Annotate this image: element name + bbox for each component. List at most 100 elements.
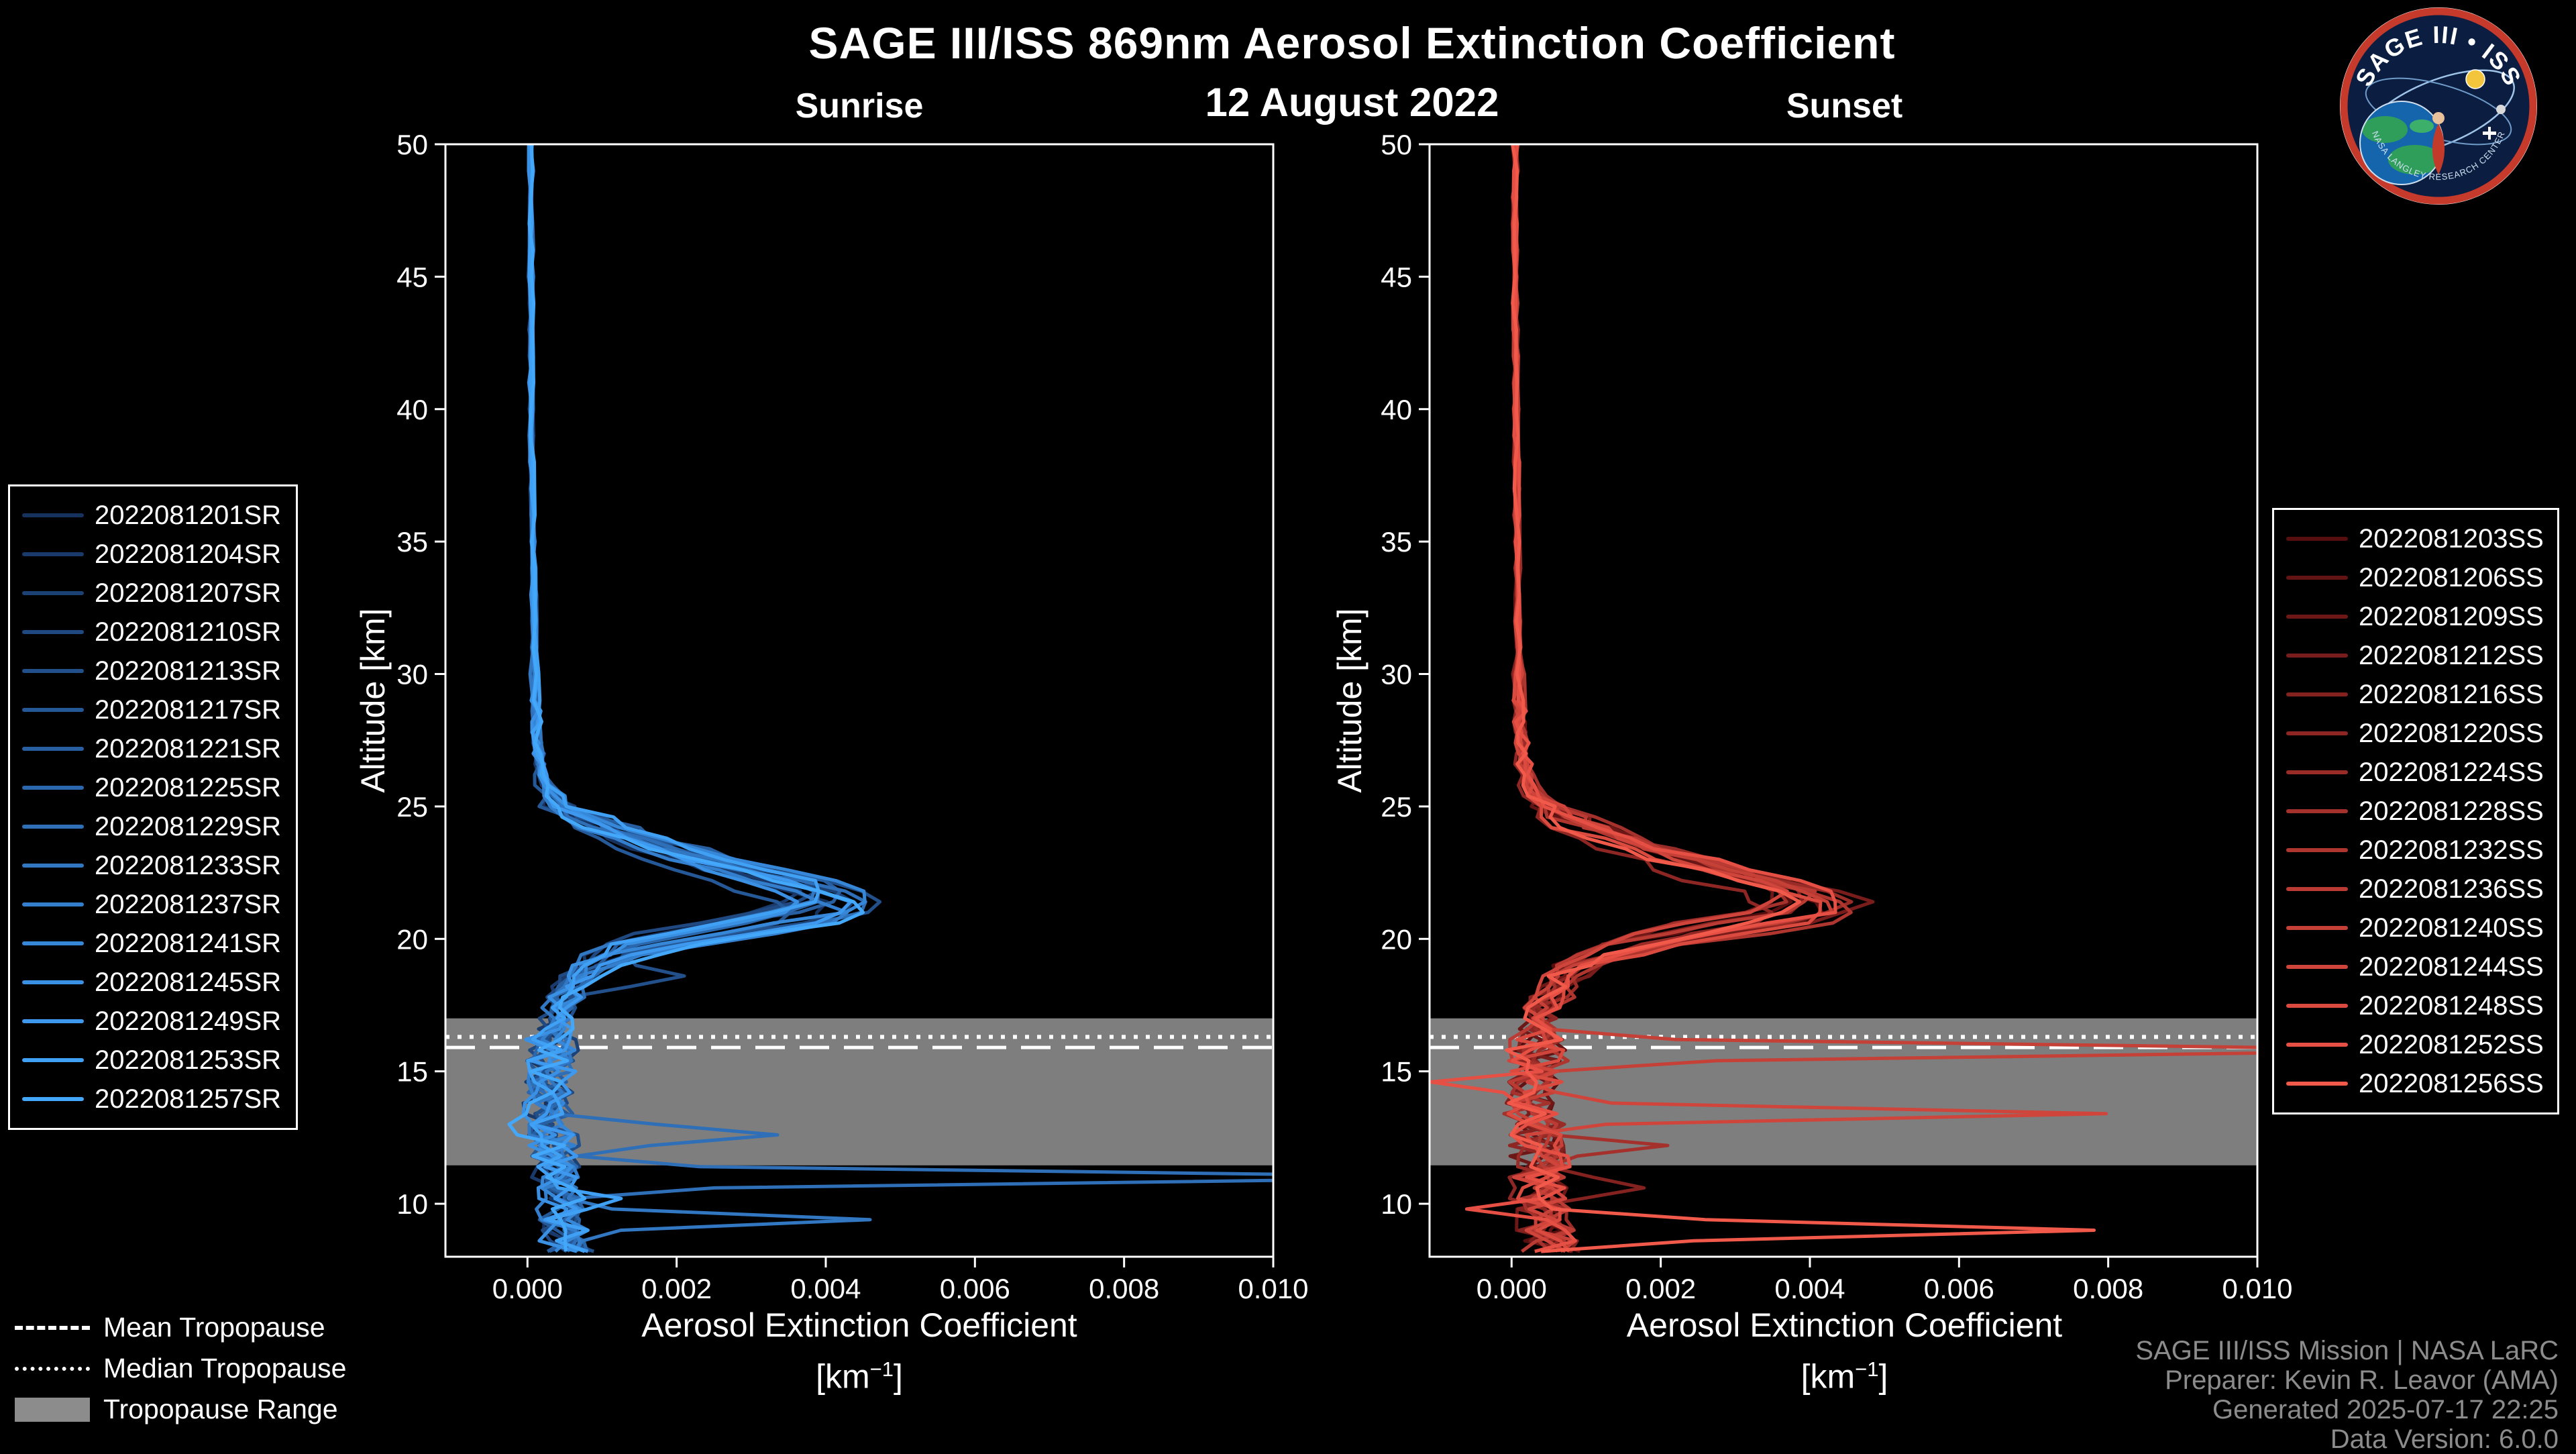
legend-event-label: 2022081203SS (2359, 523, 2544, 554)
legend-event-label: 2022081244SS (2359, 951, 2544, 982)
legend-line-swatch (2286, 537, 2348, 541)
legend-item: 2022081201SR (17, 496, 289, 535)
legend-event-label: 2022081206SS (2359, 562, 2544, 592)
legend-event-label: 2022081210SR (95, 617, 282, 647)
gray-band-swatch (15, 1397, 90, 1422)
logo-sun-icon (2465, 69, 2485, 89)
sage-iii-iss-logo: SAGE III • ISS NASA LANGLEY RESEARCH CEN… (2340, 7, 2537, 205)
legend-item: 2022081237SR (17, 885, 289, 924)
legend-item: 2022081256SS (2281, 1064, 2551, 1103)
median-tropopause-legend-item: Median Tropopause (15, 1348, 346, 1389)
tropopause-range-legend-item: Tropopause Range (15, 1389, 346, 1430)
legend-event-label: 2022081225SR (95, 772, 282, 802)
axes-frame (444, 143, 1275, 1258)
legend-line-swatch (22, 902, 84, 906)
logo-sun-figure (2432, 112, 2445, 174)
legend-event-label: 2022081201SR (95, 500, 282, 530)
legend-line-swatch (22, 1019, 84, 1023)
sunset-event-legend: 2022081203SS 2022081206SS 2022081209SS 2022… (2272, 508, 2559, 1114)
legend-item: 2022081217SR (17, 690, 289, 729)
legend-item: 2022081248SS (2281, 986, 2551, 1025)
legend-event-label: 2022081245SR (95, 967, 282, 997)
legend-line-swatch (22, 669, 84, 673)
legend-event-label: 2022081241SR (95, 928, 282, 958)
median-tropopause-label: Median Tropopause (103, 1353, 347, 1384)
tropopause-legend: Mean Tropopause Median Tropopause Tropop… (15, 1307, 346, 1430)
y-tick-label: 40 (1381, 394, 1412, 425)
legend-line-swatch (2286, 809, 2348, 813)
x-tick-label: 0.006 (1924, 1273, 1994, 1304)
legend-event-label: 2022081249SR (95, 1006, 282, 1036)
y-tick-label: 30 (1381, 659, 1412, 690)
credit-mission: SAGE III/ISS Mission | NASA LaRC (2135, 1336, 2559, 1365)
sunrise-chart: 0.000 0.002 0.004 0.006 0.008 0.010 50 45 40 35 30… (396, 129, 1308, 1304)
legend-line-swatch (2286, 576, 2348, 580)
x-tick-label: 0.004 (1774, 1273, 1845, 1304)
legend-event-label: 2022081209SS (2359, 601, 2544, 631)
legend-item: 2022081233SR (17, 846, 289, 885)
legend-item: 2022081203SS (2281, 519, 2551, 558)
legend-line-swatch (22, 825, 84, 829)
legend-item: 2022081228SS (2281, 792, 2551, 831)
x-tick-label: 0.002 (641, 1273, 712, 1304)
logo-moon-icon (2496, 105, 2506, 114)
legend-line-swatch (22, 747, 84, 751)
legend-event-label: 2022081236SS (2359, 874, 2544, 904)
credit-data-version: Data Version: 6.0.0 (2330, 1424, 2559, 1454)
legend-line-swatch (2286, 848, 2348, 852)
sunrise-event-legend: 2022081201SR 2022081204SR 2022081207SR 2022… (8, 484, 298, 1130)
legend-event-label: 2022081229SR (95, 811, 282, 841)
y-tick-label: 45 (396, 261, 428, 293)
legend-line-swatch (2286, 615, 2348, 619)
y-tick-label: 10 (1381, 1188, 1412, 1220)
x-axis-label-sunrise: Aerosol Extinction Coefficient [km−1] (445, 1303, 1273, 1399)
legend-item: 2022081240SS (2281, 908, 2551, 947)
figure-title: SAGE III/ISS 869nm Aerosol Extinction Co… (808, 18, 1896, 68)
legend-item: 2022081241SR (17, 924, 289, 963)
logo-iss-icon (2483, 127, 2496, 140)
profile-2022081252SS (1430, 144, 1837, 1253)
x-tick-label: 0.002 (1625, 1273, 1696, 1304)
legend-item: 2022081204SR (17, 535, 289, 574)
credit-generated: Generated 2025-07-17 22:25 (2212, 1395, 2559, 1424)
y-tick-label: 10 (396, 1188, 428, 1220)
legend-event-label: 2022081252SS (2359, 1029, 2544, 1059)
x-tick-label: 0.010 (2222, 1273, 2292, 1304)
legend-line-swatch (2286, 770, 2348, 774)
legend-line-swatch (22, 864, 84, 868)
x-axis-units: [km−1] (816, 1357, 903, 1396)
sunrise-panel-title: Sunrise (795, 87, 924, 125)
legend-event-label: 2022081207SR (95, 578, 282, 608)
x-tick-label: 0.010 (1238, 1273, 1308, 1304)
profile-2022081257SR (507, 144, 865, 1252)
y-tick-label: 15 (1381, 1056, 1412, 1088)
legend-line-swatch (22, 786, 84, 790)
legend-event-label: 2022081224SS (2359, 757, 2544, 787)
x-axis-label-sunset: Aerosol Extinction Coefficient [km−1] (1430, 1303, 2259, 1399)
legend-item: 2022081245SR (17, 963, 289, 1002)
sunset-chart: 0.000 0.002 0.004 0.006 0.008 0.010 50 45 40 35 30… (1381, 129, 2292, 1304)
legend-item: 2022081257SR (17, 1080, 289, 1119)
profile-2022081253SR (526, 144, 820, 1253)
legend-item: 2022081213SR (17, 652, 289, 690)
legend-line-swatch (2286, 692, 2348, 696)
legend-item: 2022081232SS (2281, 831, 2551, 870)
x-axis-label-text: Aerosol Extinction Coefficient (1626, 1306, 2063, 1344)
legend-line-swatch (2286, 1082, 2348, 1086)
figure-date: 12 August 2022 (1205, 80, 1499, 125)
legend-event-label: 2022081216SS (2359, 679, 2544, 709)
legend-event-label: 2022081257SR (95, 1084, 282, 1114)
x-tick-label: 0.000 (1477, 1273, 1547, 1304)
legend-event-label: 2022081212SS (2359, 640, 2544, 670)
legend-item: 2022081212SS (2281, 636, 2551, 675)
y-tick-label: 20 (396, 923, 428, 955)
legend-line-swatch (22, 591, 84, 595)
legend-line-swatch (22, 941, 84, 945)
legend-event-label: 2022081228SS (2359, 796, 2544, 826)
legend-line-swatch (22, 1058, 84, 1062)
legend-item: 2022081220SS (2281, 714, 2551, 753)
legend-line-swatch (22, 513, 84, 517)
legend-event-label: 2022081204SR (95, 539, 282, 569)
plot-area-SR (445, 144, 1273, 1253)
